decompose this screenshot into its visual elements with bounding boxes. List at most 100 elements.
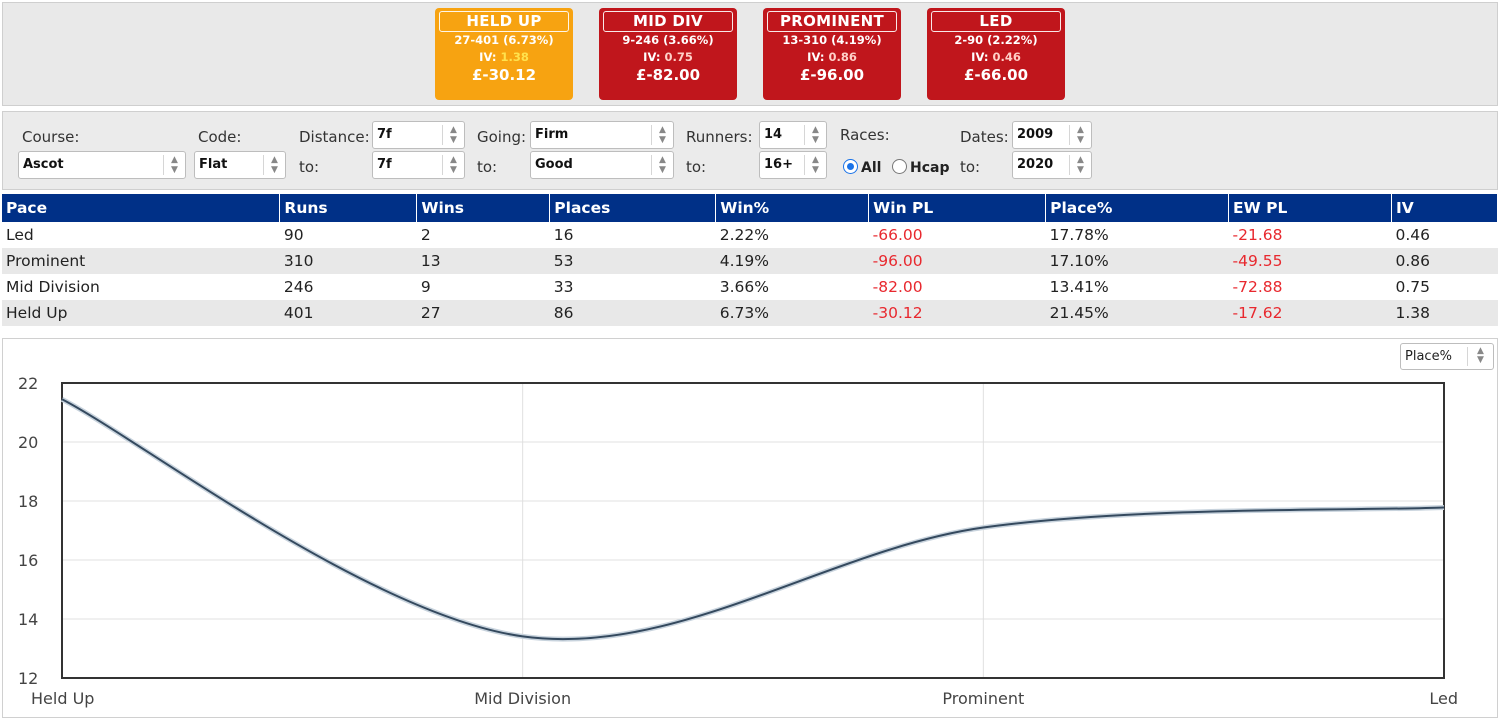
course-label: Course: [22,128,80,146]
table-cell: 4.19% [715,248,869,274]
pace-card-led[interactable]: LED 2-90 (2.22%) IV: 0.46 £-66.00 [927,8,1065,100]
summary-band [2,2,1498,106]
chevron-updown-icon: ▲ ▼ [1069,125,1091,145]
dates-to-label: to: [960,158,981,176]
table-cell: 0.86 [1391,248,1498,274]
table-cell: 16 [553,226,574,244]
table-row: Held Up 401 27 86 6.73% -30.12 21.45% -17.62 1.3… [2,300,1498,326]
card-profit-loss: £-30.12 [471,66,537,84]
table-cell: 401 [279,300,417,326]
card-title: HELD UP [439,11,569,32]
table-cell: 33 [553,278,574,296]
dates-label: Dates: [960,128,1009,146]
dates-to-select[interactable]: 2020 ▲ ▼ [1012,151,1092,179]
course-select[interactable]: Ascot ▲ ▼ [18,151,186,179]
distance-to-select[interactable]: 7f ▲ ▼ [372,151,465,179]
table-cell: 0.75 [1395,278,1430,296]
races-hcap-radio[interactable] [892,159,907,174]
going-to-select[interactable]: Good ▲ ▼ [530,151,674,179]
table-cell: 310 [279,248,417,274]
table-cell: 2 [420,226,431,244]
column-header[interactable]: Runs [279,194,418,222]
table-cell: 13 [416,248,550,274]
table-cell: Held Up [2,300,280,326]
card-iv: IV: 1.38 [479,50,529,64]
table-cell: 21.45% [1045,300,1229,326]
x-tick-label: Prominent [942,689,1024,708]
pace-card-mid-div[interactable]: MID DIV 9-246 (3.66%) IV: 0.75 £-82.00 [599,8,737,100]
pace-card-prominent[interactable]: PROMINENT 13-310 (4.19%) IV: 0.86 £-96.00 [763,8,901,100]
card-title: LED [931,11,1061,32]
table-cell: -96.00 [868,248,1046,274]
races-all-label: All [861,160,882,176]
distance-from-select[interactable]: 7f ▲ ▼ [372,121,465,149]
x-tick-label: Held Up [31,689,94,708]
x-tick-label: Led [1429,689,1458,708]
chart-metric-select[interactable]: Place% ▲ ▼ [1400,343,1494,370]
table-cell: 3.66% [719,278,769,296]
column-header[interactable]: Place% [1045,194,1230,222]
table-cell: Led [6,226,34,244]
pace-card-held-up[interactable]: HELD UP 27-401 (6.73%) IV: 1.38 £-30.12 [435,8,573,100]
table-cell: 13.41% [1049,278,1109,296]
table-header-row: Pace Runs Wins Places Win% Win PL Place% EW PL I… [2,194,1499,222]
plot-area-border [61,382,1445,679]
card-profit-loss: £-82.00 [635,66,701,84]
card-record: 13-310 (4.19%) [782,33,882,47]
distance-label: Distance: [299,128,370,146]
table-cell: 1.38 [1391,300,1498,326]
table-cell: -82.00 [872,278,923,296]
runners-label: Runners: [686,128,753,146]
code-select[interactable]: Flat ▲ ▼ [194,151,286,179]
table-cell: -17.62 [1228,300,1392,326]
column-header[interactable]: EW PL [1228,194,1392,222]
column-header[interactable]: Wins [416,194,551,222]
y-tick-label: 18 [18,492,38,511]
table-row: Led 90 2 16 2.22% -66.00 17.78% -21.68 0.46 [2,222,1498,248]
going-label: Going: [477,128,527,146]
table-cell: 9 [420,278,431,296]
y-tick-label: 16 [18,551,38,570]
runners-to-label: to: [686,158,707,176]
runners-from-select[interactable]: 14 ▲ ▼ [759,121,827,149]
chevron-updown-icon: ▲ ▼ [163,155,185,175]
card-profit-loss: £-66.00 [963,66,1029,84]
column-header[interactable]: IV [1391,194,1499,222]
chevron-updown-icon: ▲ ▼ [804,125,826,145]
x-tick-label: Mid Division [474,689,571,708]
y-tick-label: 14 [18,610,38,629]
table-cell: 0.46 [1395,226,1430,244]
table-cell: 90 [283,226,304,244]
table-cell: -30.12 [868,300,1046,326]
runners-to-select[interactable]: 16+ ▲ ▼ [759,151,827,179]
distance-to-label: to: [299,158,320,176]
card-title: PROMINENT [767,11,897,32]
y-tick-label: 12 [18,669,38,688]
card-record: 27-401 (6.73%) [454,33,554,47]
table-cell: -49.55 [1228,248,1392,274]
column-header[interactable]: Places [549,194,717,222]
table-cell: 6.73% [715,300,869,326]
y-tick-label: 20 [18,433,38,452]
chevron-updown-icon: ▲ ▼ [651,155,673,175]
chevron-updown-icon: ▲ ▼ [442,125,464,145]
column-header[interactable]: Win% [715,194,870,222]
card-iv: IV: 0.86 [807,50,857,64]
table-cell: Prominent [2,248,280,274]
y-tick-label: 22 [18,374,38,393]
column-header[interactable]: Pace [2,194,281,222]
card-title: MID DIV [603,11,733,32]
races-all-radio[interactable] [843,159,858,174]
pace-stats-table: Pace Runs Wins Places Win% Win PL Place% EW PL I… [2,194,1499,326]
going-from-select[interactable]: Firm ▲ ▼ [530,121,674,149]
table-cell: 17.10% [1045,248,1229,274]
series-line-shadow [60,397,1445,642]
table-row: Mid Division 246 9 33 3.66% -82.00 13.41% -72.8… [2,274,1498,300]
chart-panel [2,338,1498,718]
table-cell: 53 [549,248,716,274]
table-cell: -72.88 [1232,278,1283,296]
column-header[interactable]: Win PL [868,194,1047,222]
dates-from-select[interactable]: 2009 ▲ ▼ [1012,121,1092,149]
chevron-updown-icon: ▲ ▼ [804,155,826,175]
